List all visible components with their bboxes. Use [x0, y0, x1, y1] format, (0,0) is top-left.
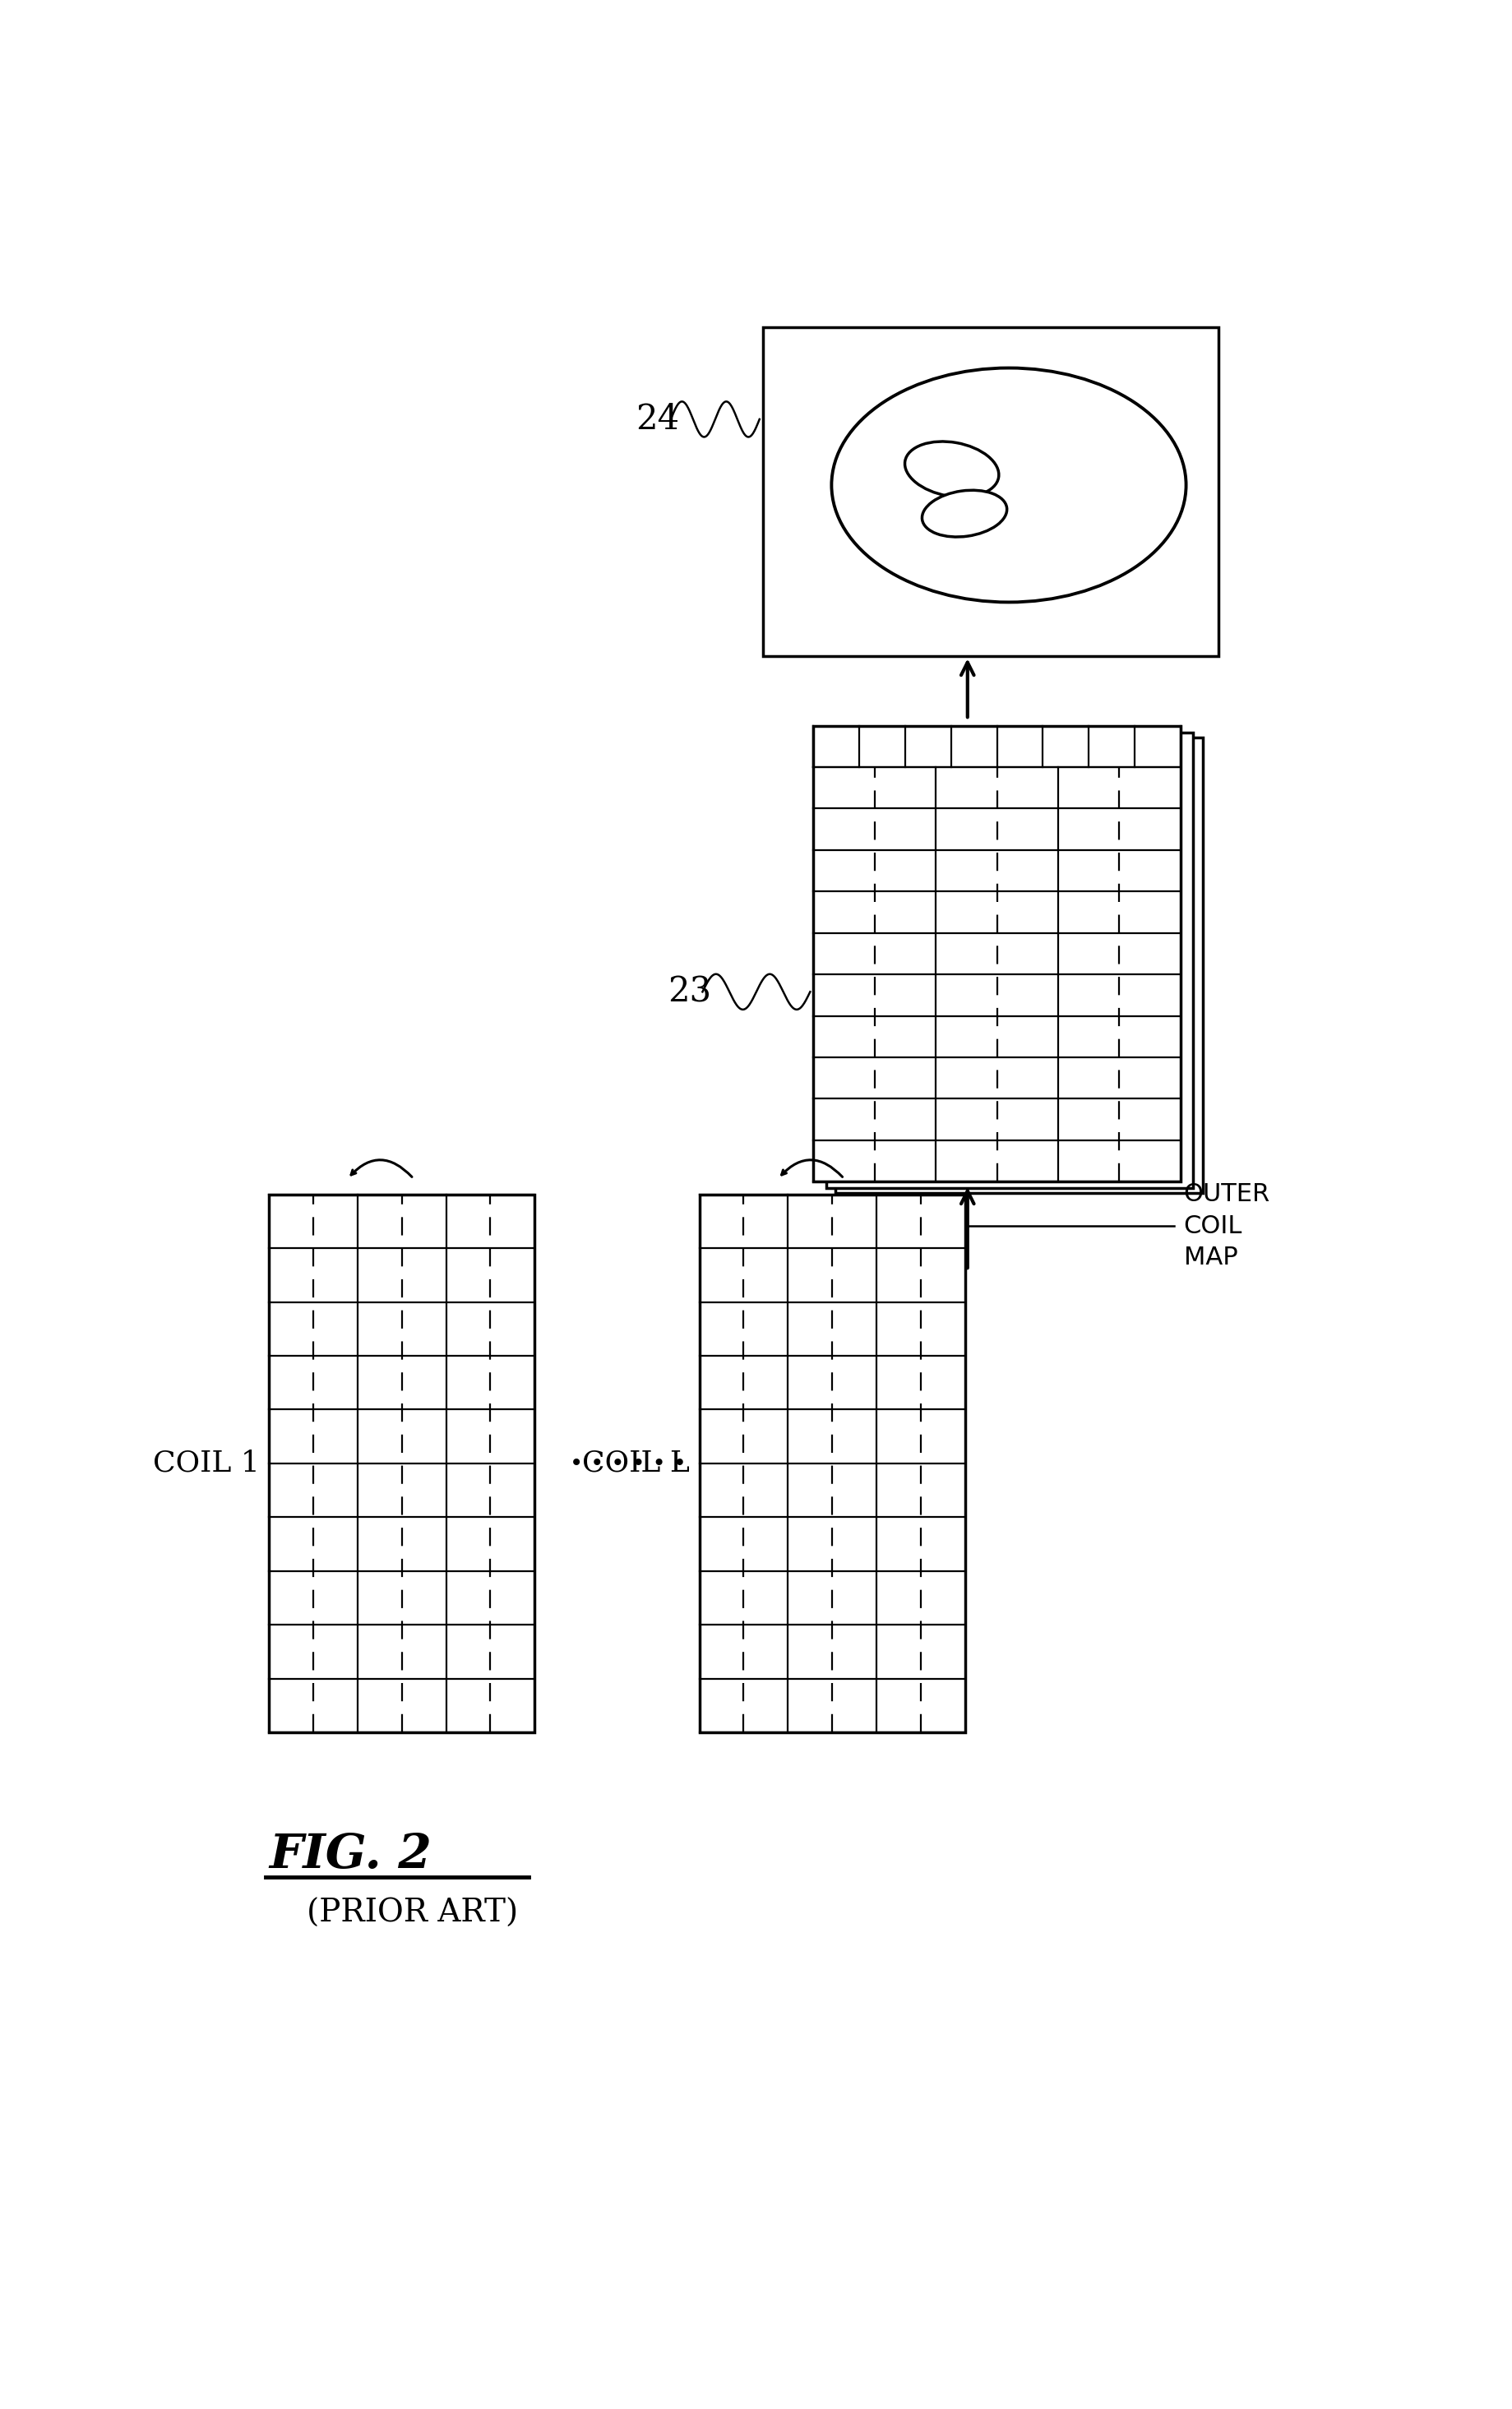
Text: OUTER
COIL
MAP: OUTER COIL MAP: [1182, 1183, 1270, 1270]
Bar: [762, 328, 1217, 655]
Bar: [813, 725, 1179, 1183]
Bar: [269, 1195, 534, 1732]
Text: 24: 24: [635, 402, 679, 436]
Text: • • • • • •: • • • • • •: [569, 1453, 686, 1474]
Text: 23: 23: [667, 976, 711, 1009]
Text: COIL 1: COIL 1: [153, 1450, 259, 1477]
Text: (PRIOR ART): (PRIOR ART): [307, 1898, 519, 1930]
Text: FIG. 2: FIG. 2: [269, 1831, 431, 1879]
Ellipse shape: [921, 489, 1007, 537]
Bar: [835, 737, 1202, 1192]
Text: COIL L: COIL L: [582, 1450, 689, 1477]
Ellipse shape: [832, 369, 1185, 602]
Bar: [699, 1195, 965, 1732]
Bar: [826, 732, 1193, 1188]
Ellipse shape: [904, 441, 998, 496]
